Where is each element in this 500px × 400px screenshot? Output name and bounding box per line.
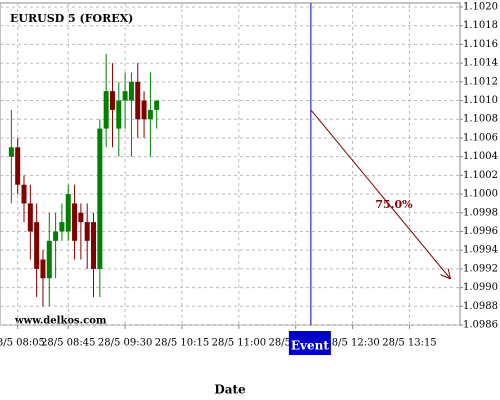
candle-body xyxy=(128,81,134,101)
candle-body xyxy=(97,128,103,269)
candle-body xyxy=(135,81,141,120)
y-tick-label: 1.1000 xyxy=(463,189,498,200)
candle-body xyxy=(84,222,90,241)
y-tick-label: 1.0994 xyxy=(463,245,498,256)
x-tick-label: 28/5 13:15 xyxy=(382,338,436,349)
plot-frame xyxy=(0,2,461,326)
candle-body xyxy=(109,91,115,110)
y-tick-label: 1.1002 xyxy=(463,170,498,181)
y-tick-label: 1.0988 xyxy=(463,301,498,312)
candle-body xyxy=(91,222,97,269)
y-tick-label: 1.0986 xyxy=(463,320,498,331)
candle-body xyxy=(59,222,65,232)
forecast-arrow xyxy=(310,109,450,278)
y-tick-label: 1.1010 xyxy=(463,95,498,106)
y-tick-label: 1.1008 xyxy=(463,114,498,125)
candle-body xyxy=(27,203,33,232)
event-label: Event xyxy=(291,339,329,353)
x-tick-label: 28/5 08:45 xyxy=(41,338,95,349)
candle-body xyxy=(21,184,27,204)
x-tick-label: 28/5 11:00 xyxy=(212,338,266,349)
event-box xyxy=(288,331,331,355)
y-tick-label: 1.0990 xyxy=(463,282,498,293)
y-tick-label: 1.1020 xyxy=(463,2,498,13)
candle-body xyxy=(40,259,46,279)
candle-body xyxy=(53,231,59,241)
candle-body xyxy=(78,212,84,223)
y-tick-label: 1.1006 xyxy=(463,132,498,143)
y-tick-label: 1.0996 xyxy=(463,226,498,237)
candle-body xyxy=(122,91,128,101)
candle-body xyxy=(46,240,52,279)
candle-body xyxy=(103,91,109,129)
candle-body xyxy=(15,147,21,185)
x-tick-label: 28/5 08:05 xyxy=(0,338,45,349)
y-tick-label: 1.0992 xyxy=(463,263,498,274)
y-tick-label: 1.0998 xyxy=(463,207,498,218)
x-tick-label: 28/5 10:15 xyxy=(155,338,209,349)
candle-body xyxy=(8,147,14,157)
candle-body xyxy=(34,222,40,269)
watermark: www.delkos.com xyxy=(14,316,107,327)
candle-body xyxy=(147,109,153,120)
candle-body xyxy=(116,100,122,129)
y-tick-label: 1.1014 xyxy=(463,58,498,69)
x-tick-label: 28/5 09:30 xyxy=(98,338,152,349)
y-tick-label: 1.1018 xyxy=(463,20,498,31)
y-tick-label: 1.1012 xyxy=(463,76,498,87)
candle-body xyxy=(65,194,71,232)
forecast-label: 75.0% xyxy=(375,198,413,211)
chart-title: EURUSD 5 (FOREX) xyxy=(10,12,133,25)
y-tick-label: 1.1004 xyxy=(463,151,498,162)
candle-body xyxy=(154,100,160,110)
y-tick-label: 1.1016 xyxy=(463,39,498,50)
x-axis-label: Date xyxy=(214,383,246,397)
candle-body xyxy=(72,203,78,241)
candle-body xyxy=(141,100,147,120)
x-tick-label: 28/5 12:30 xyxy=(325,338,379,349)
